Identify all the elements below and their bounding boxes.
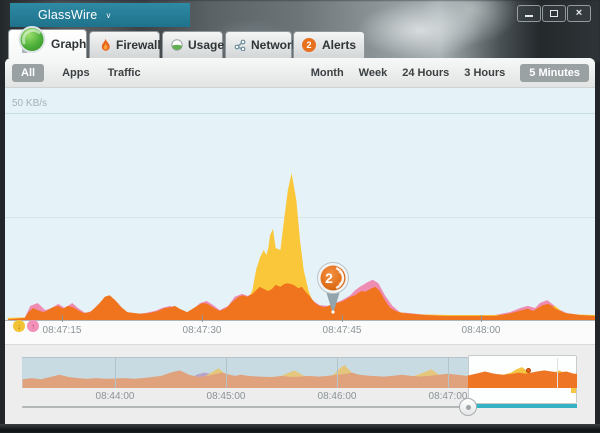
x-tick bbox=[62, 315, 63, 322]
maximize-button[interactable] bbox=[542, 5, 566, 22]
app-menu-button[interactable]: GlassWire ∨ bbox=[10, 3, 190, 27]
x-tick bbox=[202, 315, 203, 322]
close-button[interactable]: × bbox=[567, 5, 591, 22]
alert-pin[interactable]: 2 bbox=[315, 260, 351, 323]
app-title: GlassWire bbox=[38, 8, 98, 22]
network-nodes-icon bbox=[234, 39, 246, 51]
x-axis-strip bbox=[5, 320, 595, 344]
chevron-down-icon: ∨ bbox=[105, 10, 112, 20]
down-arrow-icon: ↓ bbox=[17, 321, 21, 331]
range-24hours-button[interactable]: 24 Hours bbox=[402, 67, 450, 79]
traffic-area-chart bbox=[7, 173, 595, 320]
filter-all-button[interactable]: All bbox=[12, 64, 45, 82]
maximize-icon bbox=[550, 10, 558, 17]
minimize-icon bbox=[525, 15, 533, 17]
glasswire-logo-icon bbox=[18, 26, 46, 54]
minimize-button[interactable] bbox=[517, 5, 541, 22]
selection-gridline bbox=[557, 358, 558, 388]
tab-alerts[interactable]: 2 Alerts bbox=[293, 31, 365, 58]
filter-group: All Apps Traffic bbox=[12, 58, 141, 88]
tab-usage[interactable]: Usage bbox=[162, 31, 224, 58]
x-tick bbox=[481, 315, 482, 322]
range-week-button[interactable]: Week bbox=[358, 67, 388, 79]
alert-pin-count: 2 bbox=[325, 270, 333, 286]
y-axis-label: 50 KB/s bbox=[12, 98, 48, 109]
filter-apps-button[interactable]: Apps bbox=[62, 67, 90, 79]
overview-tick-label: 08:47:00 bbox=[428, 391, 468, 402]
timeline-selected-range bbox=[468, 404, 577, 408]
alert-count-badge: 2 bbox=[302, 38, 316, 52]
overview-gridline bbox=[226, 357, 227, 388]
gridline-50kbs bbox=[5, 113, 595, 114]
overview-tick-label: 08:46:00 bbox=[317, 391, 357, 402]
gridline-25kbs bbox=[5, 217, 595, 218]
tab-network[interactable]: Network bbox=[225, 31, 298, 58]
range-group: Month Week 24 Hours 3 Hours 5 Minutes bbox=[311, 58, 589, 88]
x-tick-label: 08:47:30 bbox=[182, 325, 222, 336]
window-bottom-frame bbox=[0, 424, 600, 433]
x-tick-label: 08:48:00 bbox=[461, 325, 501, 336]
graph-toolbar: All Apps Traffic Month Week 24 Hours 3 H… bbox=[5, 58, 595, 88]
overview-area-chart bbox=[22, 364, 577, 388]
x-tick-label: 08:47:45 bbox=[322, 325, 362, 336]
globe-icon bbox=[171, 39, 183, 51]
overview-gridline bbox=[115, 357, 116, 388]
up-arrow-icon: ↑ bbox=[31, 321, 35, 331]
selection-mini-strip bbox=[571, 388, 576, 393]
timeline-scrollbar-handle[interactable] bbox=[459, 398, 477, 416]
overview-gridline bbox=[337, 357, 338, 388]
selection-area-chart bbox=[468, 367, 577, 388]
range-month-button[interactable]: Month bbox=[310, 67, 344, 79]
x-tick bbox=[342, 315, 343, 322]
flame-icon bbox=[100, 38, 111, 52]
timeline-scrollbar-track[interactable] bbox=[22, 406, 577, 408]
x-tick-label: 08:47:15 bbox=[42, 325, 82, 336]
selection-alert-dot bbox=[526, 368, 531, 373]
overview-tick-label: 08:44:00 bbox=[95, 391, 135, 402]
overview-tick-label: 08:45:00 bbox=[206, 391, 246, 402]
close-icon: × bbox=[575, 7, 583, 19]
window-controls: × bbox=[517, 5, 591, 22]
range-5minutes-button[interactable]: 5 Minutes bbox=[520, 64, 589, 82]
filter-traffic-button[interactable]: Traffic bbox=[107, 67, 141, 79]
range-3hours-button[interactable]: 3 Hours bbox=[464, 67, 506, 79]
overview-gridline bbox=[448, 357, 449, 388]
download-legend-icon[interactable]: ↓ bbox=[13, 320, 25, 332]
upload-legend-icon[interactable]: ↑ bbox=[27, 320, 39, 332]
tab-firewall[interactable]: Firewall bbox=[89, 31, 161, 58]
